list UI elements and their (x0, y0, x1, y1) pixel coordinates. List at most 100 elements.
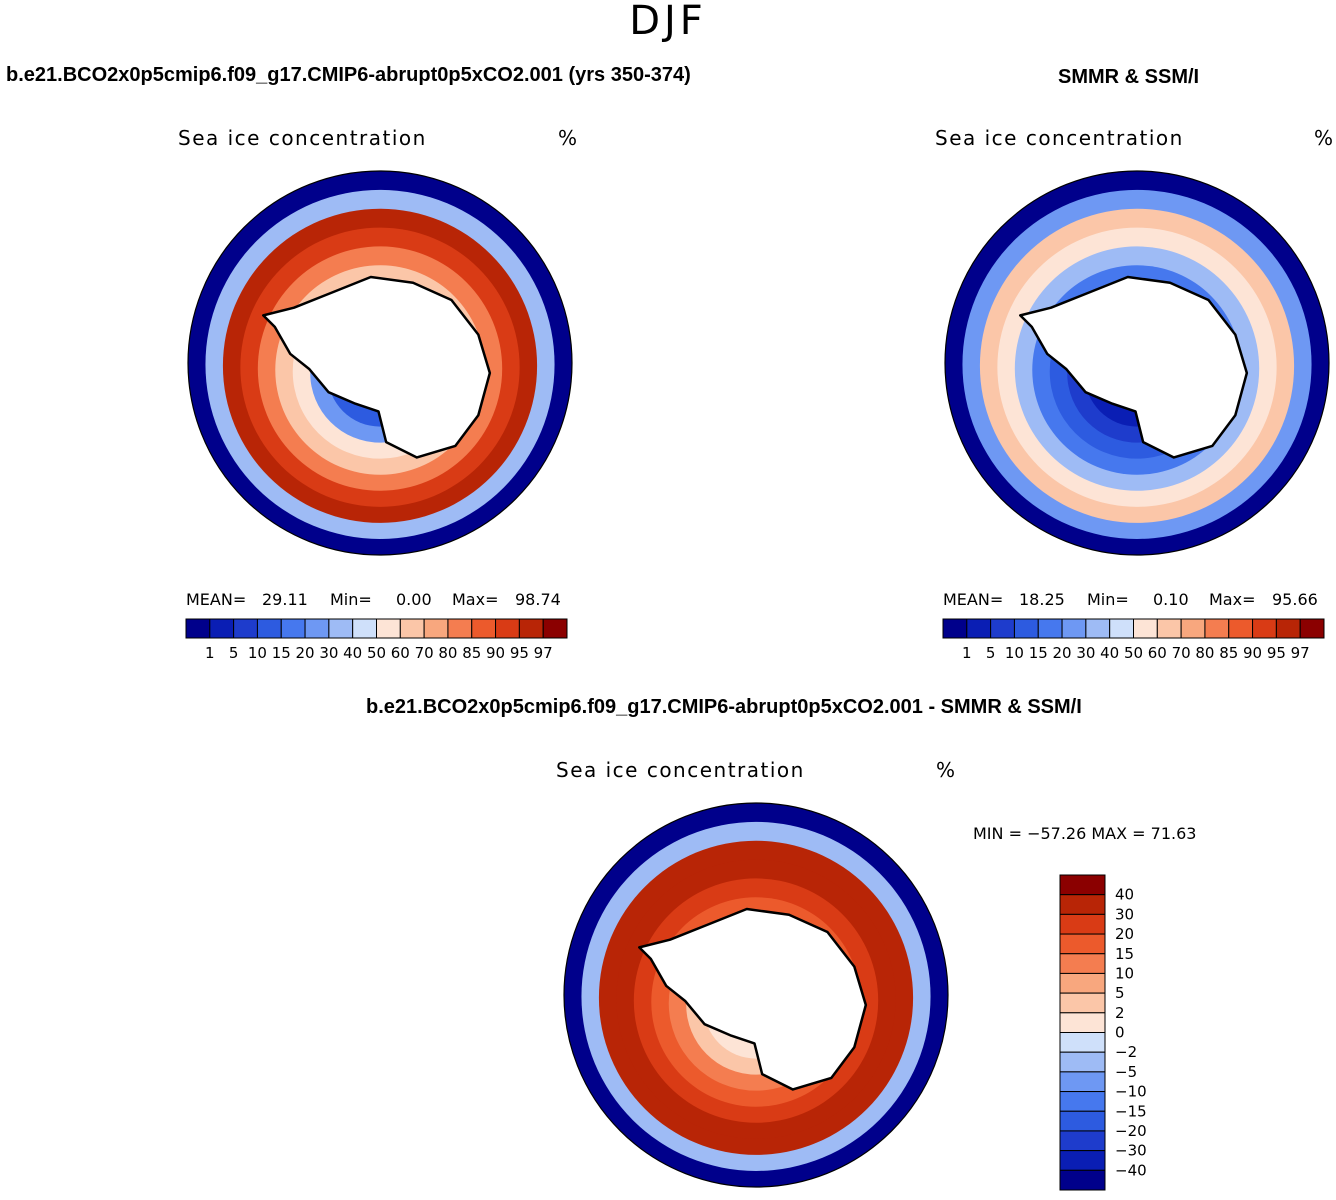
panel2-contour-band (1049, 284, 1225, 459)
panel3-colorbar-label: 5 (1115, 984, 1125, 1002)
panel1-colorbar-label: 97 (534, 644, 553, 662)
panel2-colorbar-label: 5 (986, 644, 996, 662)
panel1-colorbar-label: 60 (391, 644, 410, 662)
panel2-colorbar-cell (1013, 618, 1039, 639)
panel1-colorbar-label: 10 (248, 644, 267, 662)
panel1-mean-label: MEAN= (186, 590, 247, 609)
panel2-colorbar-cell (942, 618, 968, 639)
obs-header: SMMR & SSM/I (1058, 66, 1200, 88)
model-header: b.e21.BCO2x0p5cmip6.f09_g17.CMIP6-abrupt… (6, 64, 691, 86)
panel1-colorbar-label: 1 (205, 644, 215, 662)
panel2-contour-band (962, 189, 1312, 539)
season-title: DJF (629, 0, 707, 44)
panel1-contour-band (240, 227, 520, 507)
panel1-min-value: 0.00 (396, 590, 432, 609)
panel3-contour-band (564, 803, 948, 1187)
panel3-contour-band (616, 859, 896, 1139)
panel2-mean-label: MEAN= (943, 590, 1004, 609)
panel2-colorbar-cell (1156, 618, 1182, 639)
panel1-max-value: 98.74 (515, 590, 561, 609)
panel3-colorbar-cell (1059, 874, 1106, 896)
panel3-colorbar-label: 0 (1115, 1024, 1125, 1042)
panel2-colorbar-cell (1204, 618, 1230, 639)
panel3-title: Sea ice concentration (556, 758, 805, 782)
panel3-colorbar-label: 40 (1115, 886, 1134, 904)
panel1-colorbar-label: 50 (367, 644, 386, 662)
panel3-contour-band (633, 878, 879, 1123)
panel3-colorbar-cell (1059, 1091, 1106, 1112)
panel3-antarctica-outline (638, 907, 868, 1091)
panel3-map (563, 802, 949, 1188)
panel2-colorbar-cell (1133, 618, 1158, 639)
panel3-colorbar-label: −5 (1115, 1063, 1137, 1081)
panel3-colorbar-cell (1059, 933, 1106, 955)
panel2-colorbar-cell (966, 618, 992, 639)
diff-header: b.e21.BCO2x0p5cmip6.f09_g17.CMIP6-abrupt… (366, 696, 1082, 718)
panel2-contour-band (1102, 340, 1172, 411)
panel1-colorbar-label: 5 (229, 644, 239, 662)
panel2-colorbar-cell (990, 618, 1015, 639)
panel1-colorbar-cell (376, 618, 401, 639)
panel3-colorbar-label: 20 (1115, 925, 1134, 943)
panel1-contour-band (345, 340, 415, 411)
panel2-colorbar-label: 70 (1172, 644, 1191, 662)
panel3-colorbar-cell (1059, 913, 1106, 935)
panel2-colorbar-label: 80 (1195, 644, 1214, 662)
panel3-colorbar-cell (1059, 894, 1106, 915)
panel2-colorbar-label: 1 (962, 644, 972, 662)
panel2-colorbar-cell (1299, 618, 1325, 639)
panel2-colorbar-label: 90 (1243, 644, 1262, 662)
panel1-colorbar-cell (304, 618, 330, 639)
panel2-max-label: Max= (1209, 590, 1256, 609)
panel3-colorbar-cell (1059, 1051, 1106, 1073)
panel3-colorbar-label: −30 (1115, 1142, 1147, 1160)
panel1-map (187, 170, 573, 556)
panel3-units: % (936, 758, 957, 782)
panel2-title: Sea ice concentration (935, 126, 1184, 150)
panel1-contour-band (188, 171, 572, 555)
panel1-colorbar-cell (399, 618, 425, 639)
panel3-colorbar-cell (1059, 992, 1106, 1014)
panel2-contour-band (1084, 321, 1190, 427)
panel2-colorbar-label: 60 (1148, 644, 1167, 662)
panel2-colorbar-label: 85 (1219, 644, 1238, 662)
panel2-colorbar-label: 10 (1005, 644, 1024, 662)
panel1-contour-band (292, 284, 468, 459)
panel2-mean-value: 18.25 (1019, 590, 1065, 609)
panel1-colorbar-label: 20 (296, 644, 315, 662)
panel2-colorbar: 1 5 10 15 20 30 40 50 60 70 80 85 90 95 97 (942, 618, 1325, 662)
panel1-colorbar-cell (209, 618, 235, 639)
panel3-colorbar-label: −10 (1115, 1083, 1147, 1101)
panel3-contour-band (721, 972, 791, 1043)
panel1-colorbar: 1 5 10 15 20 30 40 50 60 70 80 85 90 95 97 (185, 618, 568, 662)
panel1-colorbar-cell (471, 618, 497, 639)
panel2-contour-band (1032, 265, 1242, 475)
panel2-colorbar-cell (1228, 618, 1254, 639)
panel2-colorbar-cell (1085, 618, 1111, 639)
panel2-contour-band (1067, 302, 1207, 443)
panel3-colorbar-cell (1059, 953, 1106, 974)
panel2-min-value: 0.10 (1153, 590, 1189, 609)
panel1-colorbar-cell (518, 618, 544, 639)
panel1-contour-band (327, 321, 433, 427)
panel2-units: % (1314, 126, 1335, 150)
panel1-contour-band (222, 208, 538, 523)
panel3-contour-band (703, 953, 809, 1059)
panel3-contour-band (581, 821, 931, 1171)
panel3-contour-band (668, 916, 844, 1091)
panel2-colorbar-cell (1252, 618, 1277, 639)
panel1-mean-value: 29.11 (262, 590, 308, 609)
panel1-contour-band (275, 265, 485, 475)
panel2-contour-band (1014, 246, 1260, 491)
panel2-colorbar-label: 50 (1124, 644, 1143, 662)
panel3-contour-band (598, 840, 914, 1155)
panel1-title: Sea ice concentration (178, 126, 427, 150)
panel3-colorbar-cell (1059, 1032, 1106, 1053)
panel3-colorbar-cell (1059, 972, 1106, 994)
panel1-contour-band (205, 189, 555, 539)
panel3-colorbar-cell (1059, 1110, 1106, 1132)
panel1-max-label: Max= (452, 590, 499, 609)
panel2-colorbar-label: 15 (1029, 644, 1048, 662)
panel1-contour-band (310, 302, 450, 443)
